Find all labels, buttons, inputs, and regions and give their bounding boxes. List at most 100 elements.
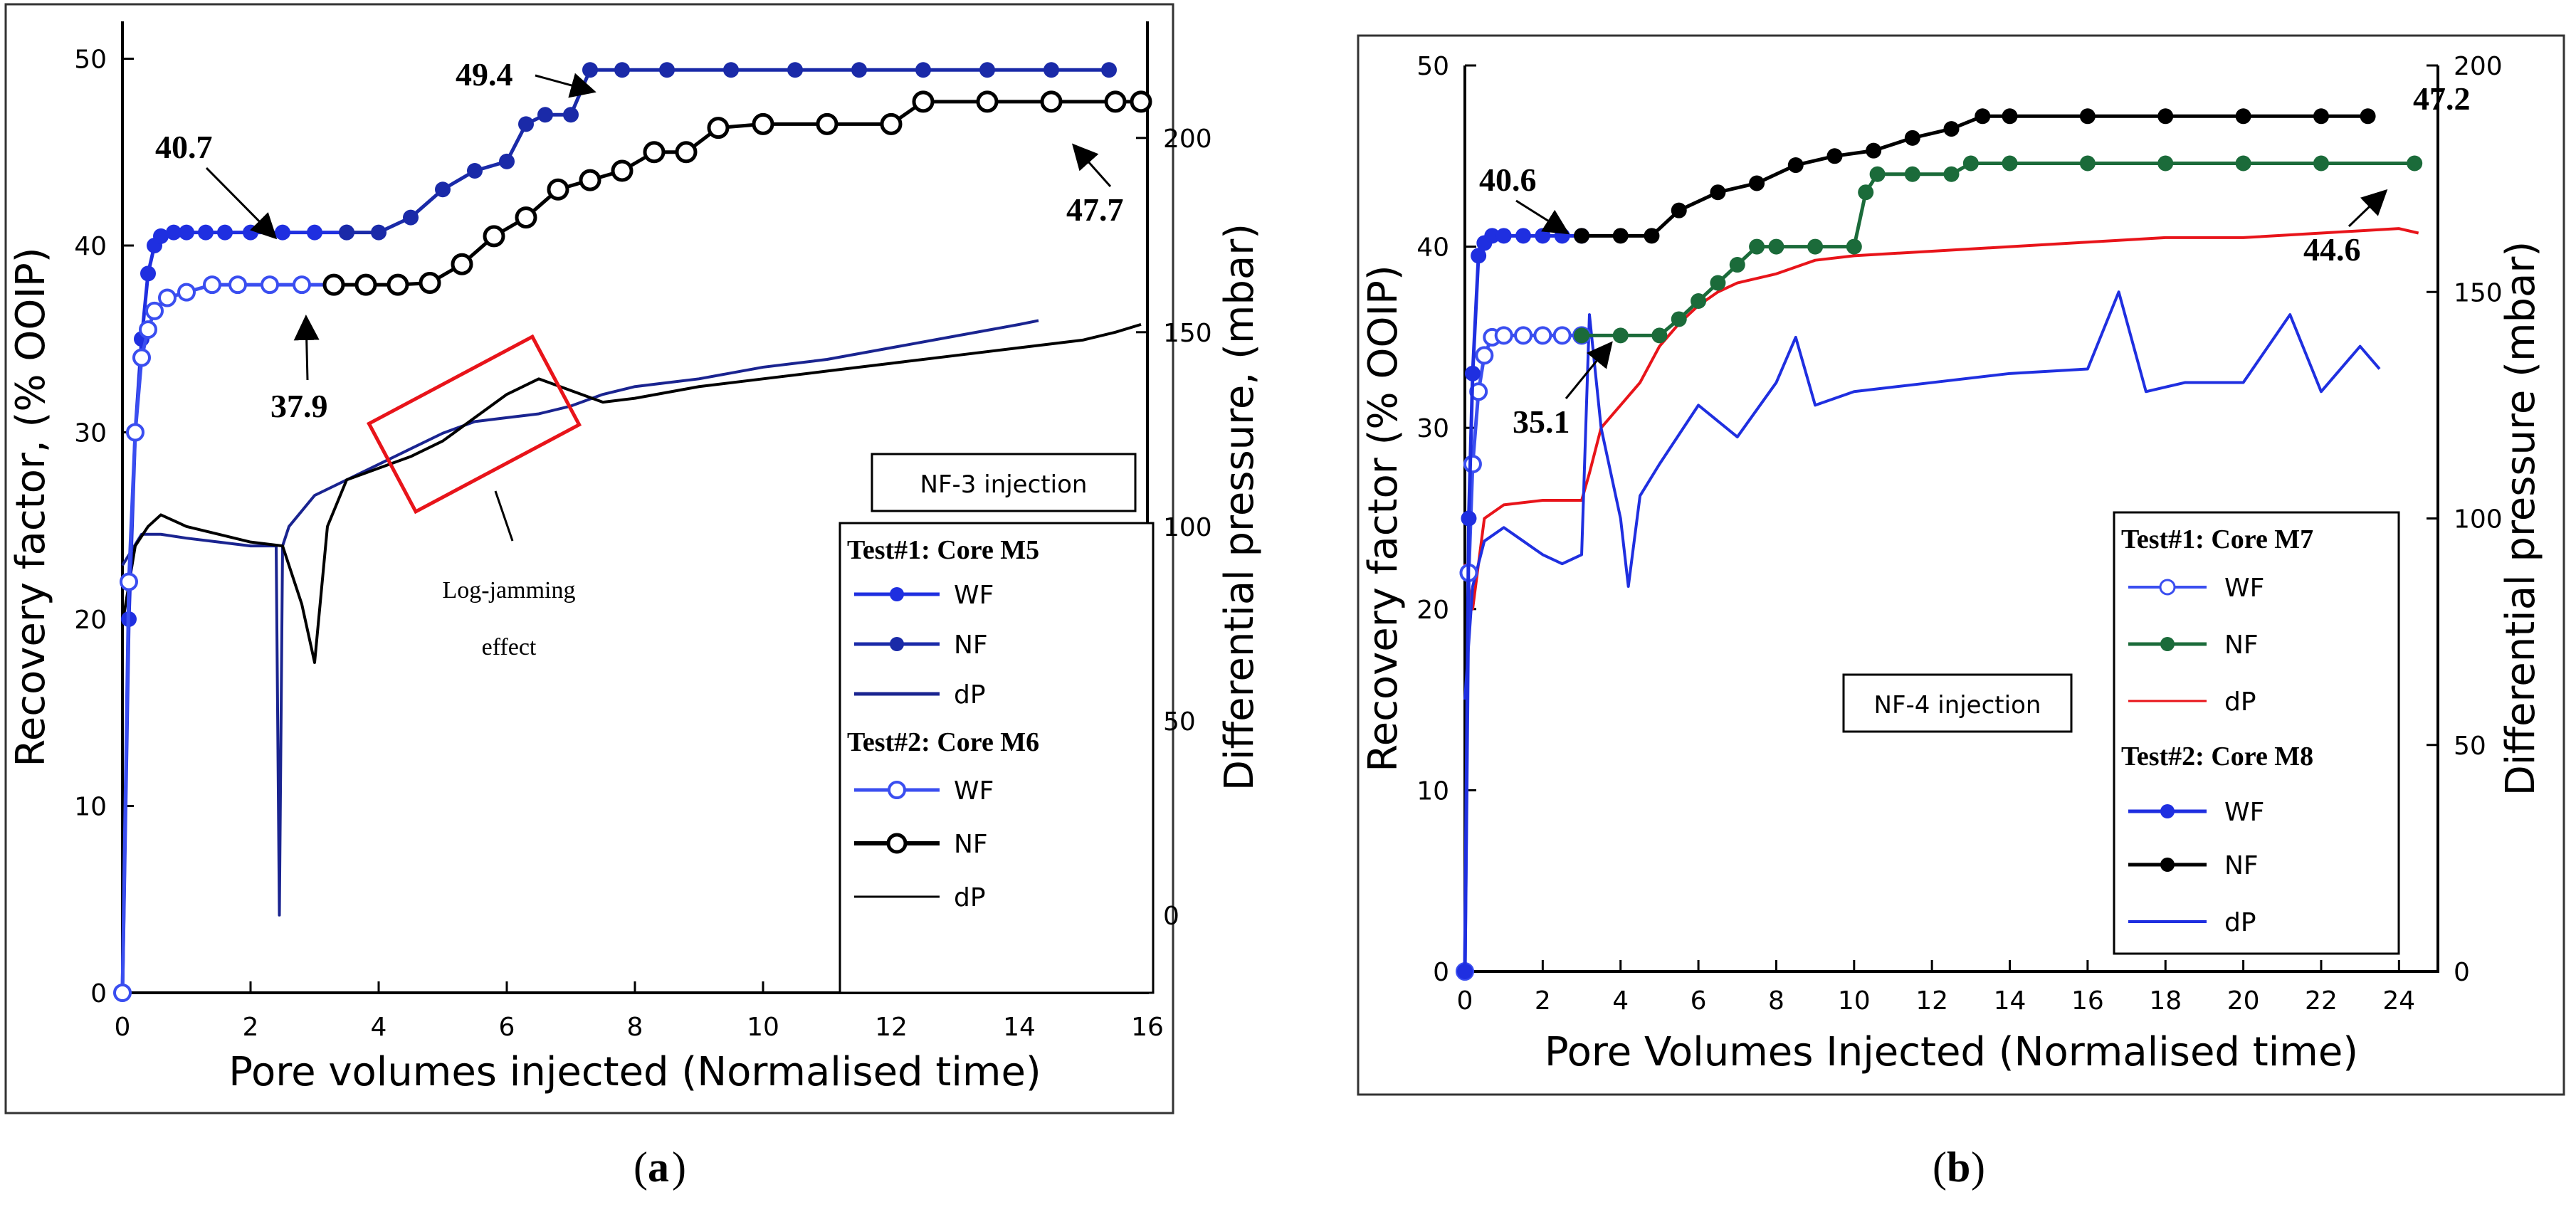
log-jamming-label-2: effect [482, 634, 537, 660]
panel-a-series-test-2-nf-point [912, 90, 935, 113]
panel-a-series-test-1-wf-point [198, 224, 214, 241]
annotation-40-7: 40.7 [155, 129, 213, 165]
panel-b-series-test-1-wf-point [1463, 455, 1482, 474]
legend-a-nf1-label: NF [954, 631, 988, 660]
panel-b-series-test-1-nf-point [2407, 155, 2423, 172]
panel-a-frame [4, 3, 1174, 1114]
panel-b-ytick-label: 50 [1416, 52, 1449, 81]
panel-b-series-test-2-nf-point [1644, 228, 1660, 244]
panel-a-series-test-2-wf-point [203, 275, 221, 295]
panel-b-ytick-label: 40 [1416, 233, 1449, 263]
panel-b-xtick-label: 16 [2071, 986, 2104, 1016]
panel-a-series-test-2-nf-point [976, 90, 999, 113]
panel-a-series-test-1-nf-point [371, 224, 387, 241]
panel-a-xtick-label: 14 [1003, 1013, 1036, 1042]
panel-a-series-test-2-nf-point [547, 178, 569, 201]
panel-b-series-test-2-nf-point [1574, 228, 1590, 244]
panel-a-xtick-label: 0 [115, 1013, 131, 1042]
injection-label-box-b [1842, 673, 2073, 733]
panel-a-series-test-1-wf-point [140, 265, 156, 282]
panel-a-series-test-2-wf-point [158, 288, 177, 307]
panel-a-series-test-2-wf-point [228, 275, 247, 295]
panel-b-series-test-1-nf-point [1691, 292, 1707, 309]
caption-b-letter: b [1947, 1144, 1970, 1191]
panel-a-ytick-label: 50 [74, 46, 107, 75]
panel-a-series-test-2-nf-point [419, 272, 441, 294]
panel-a-series-test-1-nf-point [537, 107, 553, 123]
panel-a-series-test-1-nf-point [563, 107, 579, 123]
legend-a-wf1-marker [890, 587, 904, 601]
panel-b-series-test-2-nf-point [1612, 228, 1629, 244]
legend-b-dp1-label: dP [2224, 687, 2256, 717]
panel-a-y2tick-label: 150 [1163, 319, 1212, 348]
legend-a-dp1-label: dP [954, 680, 986, 710]
panel-a-series-test-1-nf-point [518, 116, 534, 132]
panel-b-y2-axis-title: Differential pressure (mbar) [2498, 241, 2544, 796]
panel-a-series-test-1-nf-point [659, 62, 675, 78]
panel-a-series-test-1-nf-point [915, 62, 931, 78]
injection-label-a: NF-3 injection [920, 470, 1088, 499]
legend-a-nf2-marker [886, 833, 908, 854]
annotation-35-1: 35.1 [1513, 404, 1570, 440]
panel-b-series-test-1-dp-line [1463, 227, 2419, 611]
panel-b-series-test-2-wf-point [1484, 228, 1500, 244]
panel-b-ytick-label: 20 [1416, 596, 1449, 625]
panel-b-series-test-1-nf-point [1869, 166, 1886, 182]
panel-a-series-test-1-nf-point [614, 62, 630, 78]
injection-label-b: NF-4 injection [1874, 691, 2041, 720]
legend-a-box [838, 522, 1155, 994]
panel-a-ytick-label: 0 [90, 979, 107, 1008]
panel-b-series-test-2-wf-point [1457, 964, 1473, 979]
panel-b-series-test-2-nf-point [1975, 108, 1991, 125]
panel-b-series-test-1-nf-point [1962, 155, 1979, 172]
panel-a-series-test-2-wf-point [126, 423, 144, 442]
panel-b-series-test-1-nf-point [1904, 166, 1920, 182]
panel-b-series-test-2-nf-point [2313, 108, 2329, 125]
caption-a-open: ( [634, 1144, 648, 1191]
panel-a-y2-axis-title: Differential pressure, (mbar) [1216, 223, 1263, 791]
arrow-49-4 [535, 73, 596, 98]
panel-a-series-test-1-wf-point [179, 224, 194, 241]
panel-a-series-test-1-nf-point [582, 62, 598, 78]
arrow-40-7 [205, 167, 278, 240]
annotation-47-7: 47.7 [1066, 191, 1124, 228]
legend-b: Test#1: Core M7 WF NF dP Test#2: Core M8… [2113, 511, 2400, 955]
panel-a-plot: 0 2 4 6 8 10 12 14 16 0 10 20 30 40 50 0 50 100 150 200 Pore… [8, 21, 1263, 1095]
panel-b-ytick-label: 0 [1433, 958, 1449, 987]
panel-b-series-test-2-wf-point [1515, 228, 1532, 244]
arrow-37-9 [293, 315, 320, 381]
panel-b-series-test-2-nf-point [1826, 148, 1843, 164]
panel-b-series-test-1-nf-point [1749, 238, 1765, 255]
panel-b-series-test-1-nf-point [1710, 275, 1726, 291]
panel-b-y2tick-label: 200 [2454, 52, 2503, 81]
panel-a-ytick-label: 30 [74, 419, 107, 448]
panel-a-series-test-2-wf-point [145, 301, 164, 320]
panel-b-xtick-label: 6 [1691, 986, 1707, 1016]
panel-a-series-test-2-nf-point [354, 273, 377, 296]
annotation-37-9: 37.9 [270, 388, 328, 424]
panel-a-xtick-label: 16 [1131, 1013, 1164, 1042]
panel-b-series-test-2-nf-point [2079, 108, 2096, 125]
panel-a-y2tick-label: 50 [1163, 707, 1196, 737]
panel-a-series-test-2-wf-point [261, 275, 279, 295]
panel-b-series-test-1-nf-point [1846, 238, 1862, 255]
annotation-40-6: 40.6 [1479, 162, 1537, 198]
panel-a-series-test-2-wf-point [293, 275, 311, 295]
panel-a-series-test-1-wf-point [217, 224, 233, 241]
panel-a-series-test-2-nf-point [322, 273, 345, 296]
panel-b-series-test-2-wf-point [1471, 248, 1487, 264]
panel-a-series-test-1-wf-point [275, 224, 290, 241]
panel-a-series-test-1-nf-point [851, 62, 867, 78]
panel-a-series-test-2-wf-point [120, 572, 138, 591]
panel-b-series-test-2-nf-point [1904, 130, 1920, 146]
panel-b-series-test-1-nf-point [1574, 327, 1590, 344]
legend-a-nf2-label: NF [954, 830, 988, 859]
panel-a-x-axis-title: Pore volumes injected (Normalised time) [228, 1049, 1041, 1095]
panel-b-xtick-label: 2 [1535, 986, 1551, 1016]
panel-b-series-test-1-nf-point [2002, 155, 2018, 172]
panel-a-series-test-1-nf-point [787, 62, 803, 78]
legend-b-wf1-label: WF [2224, 574, 2264, 603]
panel-a-ytick-label: 20 [74, 606, 107, 635]
panel-a-series-test-2-dp-line [121, 322, 1142, 664]
